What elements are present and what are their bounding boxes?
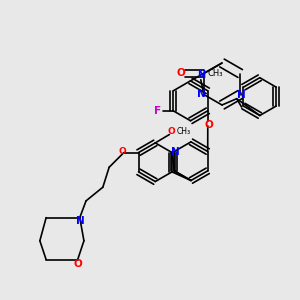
- Text: O: O: [205, 120, 214, 130]
- Text: N: N: [197, 70, 205, 80]
- Text: CH₃: CH₃: [177, 127, 191, 136]
- Text: N: N: [76, 216, 85, 226]
- Text: N: N: [171, 146, 180, 157]
- Text: F: F: [154, 106, 161, 116]
- Text: O: O: [118, 147, 126, 156]
- Text: O: O: [73, 259, 82, 269]
- Text: N: N: [197, 88, 206, 99]
- Text: O: O: [177, 68, 186, 79]
- Text: N: N: [237, 89, 246, 100]
- Text: O: O: [167, 127, 175, 136]
- Text: CH₃: CH₃: [207, 69, 223, 78]
